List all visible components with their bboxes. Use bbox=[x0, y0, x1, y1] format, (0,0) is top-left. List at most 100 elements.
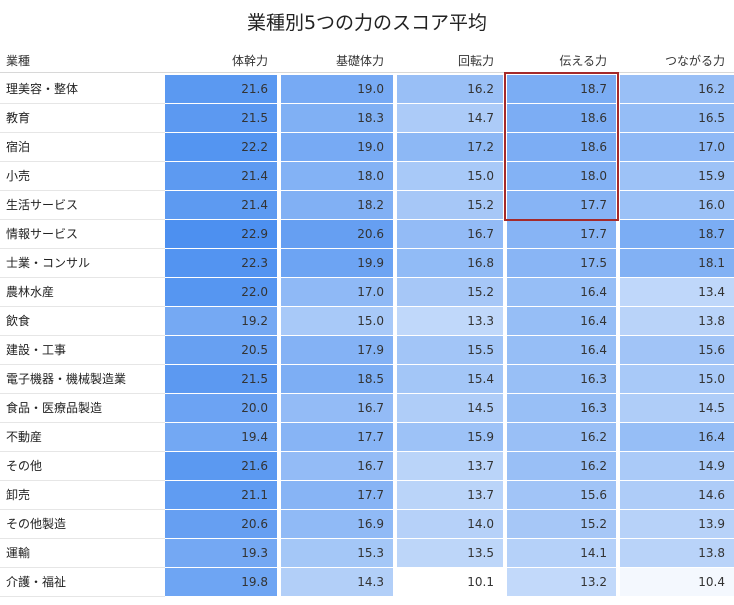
heatmap-cell: 21.4 bbox=[165, 162, 277, 190]
row-label: 介護・福祉 bbox=[6, 575, 67, 589]
heatmap-cell: 16.4 bbox=[507, 278, 616, 306]
row-divider bbox=[0, 451, 165, 452]
heatmap-cell: 21.1 bbox=[165, 481, 277, 509]
row-label: 宿泊 bbox=[6, 140, 31, 154]
heatmap-cell: 15.3 bbox=[281, 539, 393, 567]
heatmap-cell: 18.5 bbox=[281, 365, 393, 393]
heatmap-cell: 17.2 bbox=[397, 133, 503, 161]
row-divider bbox=[0, 393, 165, 394]
heatmap-cell: 16.7 bbox=[281, 394, 393, 422]
row-divider bbox=[0, 538, 165, 539]
heatmap-cell: 18.6 bbox=[507, 133, 616, 161]
row-divider bbox=[0, 364, 165, 365]
heatmap-cell: 14.9 bbox=[620, 452, 734, 480]
heatmap-cell: 13.4 bbox=[620, 278, 734, 306]
heatmap-cell: 17.7 bbox=[281, 481, 393, 509]
heatmap-cell: 18.0 bbox=[507, 162, 616, 190]
row-divider bbox=[0, 219, 165, 220]
heatmap-cell: 15.0 bbox=[620, 365, 734, 393]
heatmap-cell: 17.0 bbox=[281, 278, 393, 306]
heatmap-cell: 10.1 bbox=[397, 568, 503, 596]
row-divider bbox=[0, 277, 165, 278]
row-label: その他製造 bbox=[6, 517, 67, 531]
row-divider bbox=[0, 596, 165, 597]
chart-title: 業種別5つの力のスコア平均 bbox=[246, 12, 488, 34]
heatmap-cell: 19.0 bbox=[281, 75, 393, 103]
heatmap-cell: 17.9 bbox=[281, 336, 393, 364]
heatmap-cell: 16.5 bbox=[620, 104, 734, 132]
heatmap-cell: 18.2 bbox=[281, 191, 393, 219]
row-label: 農林水産 bbox=[6, 285, 55, 299]
heatmap-cell: 14.6 bbox=[620, 481, 734, 509]
heatmap-cell: 20.0 bbox=[165, 394, 277, 422]
heatmap-cell: 19.0 bbox=[281, 133, 393, 161]
row-divider bbox=[0, 480, 165, 481]
heatmap-cell: 18.7 bbox=[507, 75, 616, 103]
heatmap-cell: 16.2 bbox=[620, 75, 734, 103]
row-label: 士業・コンサル bbox=[6, 256, 91, 270]
heatmap-cell: 15.6 bbox=[620, 336, 734, 364]
header-divider bbox=[0, 72, 734, 73]
heatmap-cell: 18.7 bbox=[620, 220, 734, 248]
heatmap-cell: 16.4 bbox=[620, 423, 734, 451]
heatmap-cell: 14.5 bbox=[397, 394, 503, 422]
heatmap-cell: 21.6 bbox=[165, 452, 277, 480]
row-divider bbox=[0, 509, 165, 510]
heatmap-cell: 17.0 bbox=[620, 133, 734, 161]
heatmap-cell: 14.5 bbox=[620, 394, 734, 422]
row-label: 飲食 bbox=[6, 314, 31, 328]
heatmap-cell: 19.4 bbox=[165, 423, 277, 451]
row-divider bbox=[0, 422, 165, 423]
heatmap-cell: 20.6 bbox=[281, 220, 393, 248]
heatmap-cell: 15.2 bbox=[397, 191, 503, 219]
heatmap-cell: 20.6 bbox=[165, 510, 277, 538]
heatmap-cell: 15.2 bbox=[507, 510, 616, 538]
column-header: 伝える力 bbox=[559, 54, 607, 68]
heatmap-cell: 15.2 bbox=[397, 278, 503, 306]
heatmap-cell: 18.1 bbox=[620, 249, 734, 277]
heatmap-cell: 13.9 bbox=[620, 510, 734, 538]
heatmap-cell: 15.4 bbox=[397, 365, 503, 393]
row-label: 理美容・整体 bbox=[6, 82, 79, 96]
row-label: 食品・医療品製造 bbox=[6, 401, 103, 415]
heatmap-cell: 21.6 bbox=[165, 75, 277, 103]
row-label: 電子機器・機械製造業 bbox=[6, 372, 127, 386]
heatmap-cell: 16.4 bbox=[507, 307, 616, 335]
heatmap-cell: 16.4 bbox=[507, 336, 616, 364]
row-label: 情報サービス bbox=[6, 227, 79, 241]
heatmap-cell: 18.6 bbox=[507, 104, 616, 132]
heatmap-cell: 10.4 bbox=[620, 568, 734, 596]
heatmap-cell: 15.9 bbox=[620, 162, 734, 190]
heatmap-cell: 16.2 bbox=[507, 423, 616, 451]
heatmap-cell: 22.0 bbox=[165, 278, 277, 306]
row-label: 卸売 bbox=[6, 488, 31, 502]
heatmap-cell: 15.0 bbox=[281, 307, 393, 335]
row-divider bbox=[0, 190, 165, 191]
row-divider bbox=[0, 335, 165, 336]
row-divider bbox=[0, 103, 165, 104]
heatmap-cell: 14.1 bbox=[507, 539, 616, 567]
heatmap-cell: 13.2 bbox=[507, 568, 616, 596]
heatmap-cell: 17.7 bbox=[507, 191, 616, 219]
heatmap-cell: 22.2 bbox=[165, 133, 277, 161]
column-header: 回転力 bbox=[457, 54, 494, 68]
heatmap-cell: 18.3 bbox=[281, 104, 393, 132]
heatmap-cell: 21.5 bbox=[165, 104, 277, 132]
heatmap-cell: 16.3 bbox=[507, 394, 616, 422]
heatmap-cell: 19.2 bbox=[165, 307, 277, 335]
row-label: 不動産 bbox=[6, 430, 43, 444]
heatmap-cell: 18.0 bbox=[281, 162, 393, 190]
row-label: 建設・工事 bbox=[6, 343, 67, 357]
row-header: 業種 bbox=[6, 54, 31, 68]
heatmap-cell: 14.0 bbox=[397, 510, 503, 538]
heatmap-cell: 16.2 bbox=[507, 452, 616, 480]
heatmap-cell: 15.9 bbox=[397, 423, 503, 451]
row-divider bbox=[0, 248, 165, 249]
heatmap-cell: 15.0 bbox=[397, 162, 503, 190]
heatmap-cell: 13.5 bbox=[397, 539, 503, 567]
row-divider bbox=[0, 306, 165, 307]
heatmap-cell: 16.2 bbox=[397, 75, 503, 103]
heatmap-cell: 13.7 bbox=[397, 452, 503, 480]
heatmap-cell: 19.3 bbox=[165, 539, 277, 567]
row-label: 教育 bbox=[6, 111, 31, 125]
